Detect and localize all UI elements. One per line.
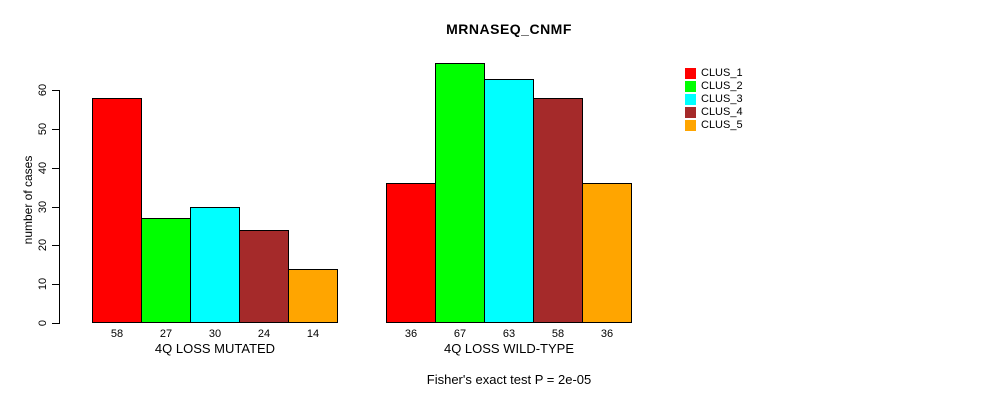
y-tick-label: 60: [37, 83, 49, 97]
bar-value-label: 30: [208, 328, 222, 340]
bar-value-label: 63: [502, 328, 516, 340]
bar-clus-2-wild-type: [435, 63, 485, 323]
y-axis-label: number of cases: [21, 155, 35, 245]
bar-value-label: 14: [306, 328, 320, 340]
bar-value-label: 27: [159, 328, 173, 340]
legend-label: CLUS_5: [701, 119, 743, 131]
bar-clus-2-mutated: [141, 218, 191, 323]
x-group-label-wild-type: 4Q LOSS WILD-TYPE: [443, 341, 575, 356]
bar-value-label: 36: [404, 328, 418, 340]
legend-swatch-icon: [685, 68, 696, 79]
legend-label: CLUS_2: [701, 80, 743, 92]
y-tick-mark: [52, 207, 59, 208]
bar-clus-1-mutated: [92, 98, 142, 323]
y-tick-mark: [52, 245, 59, 246]
legend-label: CLUS_4: [701, 106, 743, 118]
chart-title: MRNASEQ_CNMF: [446, 21, 572, 37]
bar-value-label: 58: [110, 328, 124, 340]
bar-clus-5-mutated: [288, 269, 338, 323]
bar-value-label: 58: [551, 328, 565, 340]
bar-value-label: 36: [600, 328, 614, 340]
y-axis-line: [59, 90, 60, 324]
bar-clus-1-wild-type: [386, 183, 436, 323]
y-tick-mark: [52, 323, 59, 324]
legend-swatch-icon: [685, 120, 696, 131]
legend-swatch-icon: [685, 94, 696, 105]
legend-item-clus-3: CLUS_3: [685, 93, 743, 106]
fisher-test-caption: Fisher's exact test P = 2e-05: [426, 372, 592, 387]
x-group-label-mutated: 4Q LOSS MUTATED: [154, 341, 276, 356]
legend-item-clus-2: CLUS_2: [685, 80, 743, 93]
bar-clus-5-wild-type: [582, 183, 632, 323]
y-tick-label: 10: [37, 277, 49, 291]
legend-swatch-icon: [685, 107, 696, 118]
bar-value-label: 67: [453, 328, 467, 340]
y-tick-mark: [52, 129, 59, 130]
bar-clus-3-wild-type: [484, 79, 534, 323]
legend-label: CLUS_1: [701, 67, 743, 79]
legend: CLUS_1 CLUS_2 CLUS_3 CLUS_4 CLUS_5: [685, 67, 743, 132]
bar-value-label: 24: [257, 328, 271, 340]
y-tick-mark: [52, 90, 59, 91]
legend-item-clus-1: CLUS_1: [685, 67, 743, 80]
bar-clus-4-mutated: [239, 230, 289, 323]
bar-clus-3-mutated: [190, 207, 240, 323]
legend-item-clus-5: CLUS_5: [685, 119, 743, 132]
y-tick-mark: [52, 284, 59, 285]
y-tick-label: 0: [37, 319, 49, 327]
legend-label: CLUS_3: [701, 93, 743, 105]
y-tick-label: 20: [37, 238, 49, 252]
y-tick-label: 40: [37, 161, 49, 175]
legend-swatch-icon: [685, 81, 696, 92]
y-tick-label: 50: [37, 122, 49, 136]
y-tick-mark: [52, 168, 59, 169]
y-tick-label: 30: [37, 200, 49, 214]
legend-item-clus-4: CLUS_4: [685, 106, 743, 119]
bar-clus-4-wild-type: [533, 98, 583, 323]
